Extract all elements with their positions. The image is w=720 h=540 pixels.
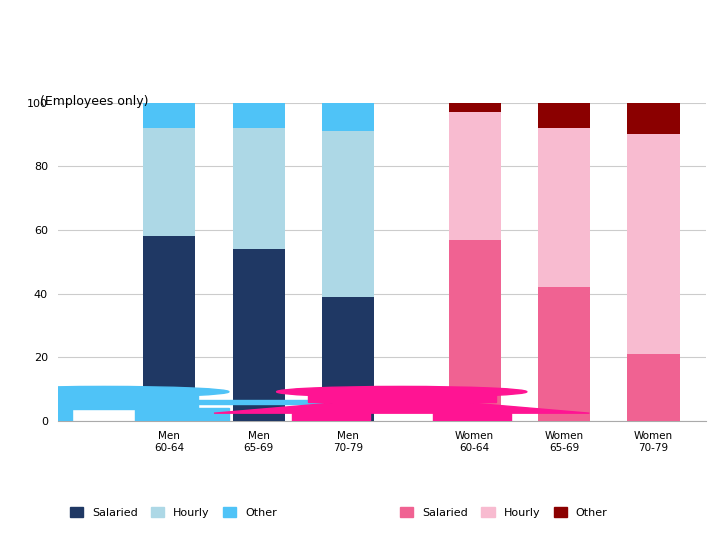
Bar — [10, 394, 197, 409]
Bar — [143, 237, 195, 421]
Bar — [433, 412, 511, 421]
Bar — [233, 249, 285, 421]
Bar — [627, 354, 680, 421]
Bar — [627, 134, 680, 354]
Bar — [627, 103, 680, 134]
Text: (Employees only): (Employees only) — [40, 94, 148, 107]
Bar — [233, 128, 285, 249]
Bar — [233, 103, 285, 128]
Bar — [197, 401, 323, 404]
Bar — [143, 128, 195, 237]
Circle shape — [276, 387, 527, 397]
Bar — [322, 297, 374, 421]
Bar — [538, 103, 590, 128]
Bar — [449, 240, 501, 421]
Bar — [0, 401, 10, 404]
Bar — [0, 408, 73, 421]
Bar — [449, 103, 501, 112]
Bar — [292, 412, 370, 421]
Text: Types of pay received by gender
and age group: Types of pay received by gender and age … — [102, 25, 431, 64]
Polygon shape — [214, 402, 590, 413]
Bar — [143, 103, 195, 128]
Bar — [308, 394, 495, 402]
Legend: Salaried, Hourly, Other: Salaried, Hourly, Other — [400, 507, 608, 518]
Text: 11: 11 — [686, 523, 702, 536]
Bar — [322, 103, 374, 131]
Bar — [322, 131, 374, 297]
Circle shape — [0, 387, 229, 397]
Bar — [538, 128, 590, 287]
Bar — [449, 112, 501, 240]
Bar — [135, 408, 229, 421]
Bar — [538, 287, 590, 421]
